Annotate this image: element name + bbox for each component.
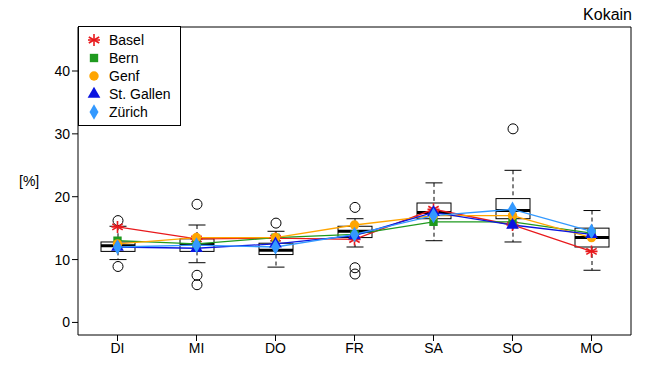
svg-text:[%]: [%] — [19, 173, 39, 189]
svg-text:10: 10 — [54, 252, 70, 268]
svg-text:MO: MO — [580, 340, 603, 356]
html-text:Basel: Basel — [109, 32, 144, 48]
svg-text:DI: DI — [111, 340, 125, 356]
svg-text:SA: SA — [424, 340, 443, 356]
html-text:Zürich: Zürich — [109, 104, 148, 120]
svg-text:DO: DO — [265, 340, 286, 356]
svg-text:SO: SO — [502, 340, 522, 356]
svg-text:20: 20 — [54, 189, 70, 205]
html-text:Kokain: Kokain — [583, 6, 632, 23]
html-text:Bern: Bern — [109, 50, 139, 66]
html-text:St. Gallen: St. Gallen — [109, 86, 171, 102]
svg-text:0: 0 — [62, 314, 70, 330]
html-text:Genf: Genf — [109, 68, 140, 84]
svg-text:30: 30 — [54, 126, 70, 142]
svg-text:40: 40 — [54, 63, 70, 79]
svg-text:FR: FR — [345, 340, 364, 356]
svg-text:MI: MI — [189, 340, 205, 356]
